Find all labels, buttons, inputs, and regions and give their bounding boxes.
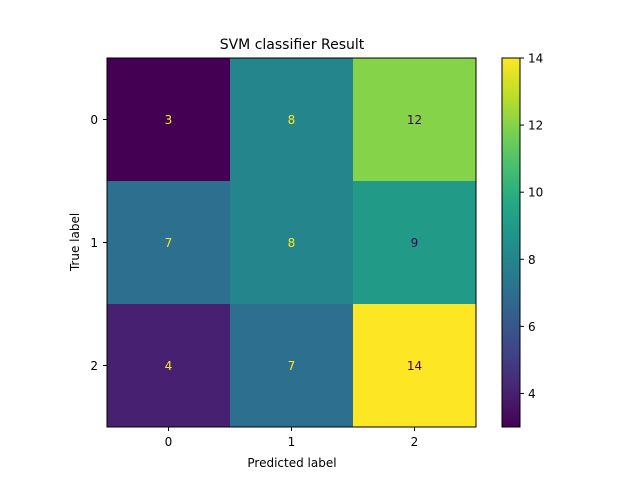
heatmap-cell [230, 181, 354, 305]
heatmap-cell [353, 304, 477, 428]
colorbar-tick-label: 6 [528, 320, 536, 334]
colorbar-tick-label: 4 [528, 387, 536, 401]
cell-value-label: 8 [288, 113, 296, 127]
colorbar-tick-label: 12 [528, 119, 543, 133]
heatmap-cell [230, 304, 354, 428]
y-tick-label: 1 [90, 236, 98, 250]
colorbar-tick-label: 8 [528, 253, 536, 267]
chart-title: SVM classifier Result [220, 37, 365, 53]
y-tick-label: 0 [90, 113, 98, 127]
x-axis-label: Predicted label [247, 456, 336, 470]
cell-value-label: 12 [407, 113, 422, 127]
cell-value-label: 4 [165, 359, 173, 373]
cell-value-label: 3 [165, 113, 173, 127]
heatmap-cell [107, 181, 231, 305]
colorbar-tick-label: 10 [528, 186, 543, 200]
colorbar-gradient [501, 57, 521, 428]
x-tick-label: 1 [288, 435, 296, 449]
colorbar: 4 6 8 10 12 14 [501, 52, 543, 428]
heatmap-cell [353, 58, 477, 182]
heatmap-cell [353, 181, 477, 305]
cell-value-label: 9 [411, 236, 419, 250]
x-tick-label: 0 [165, 435, 173, 449]
heatmap-cell [107, 304, 231, 428]
heatmap-cell [107, 58, 231, 182]
x-tick-label: 2 [411, 435, 419, 449]
cell-value-label: 14 [407, 359, 422, 373]
y-axis-label: True label [68, 213, 82, 272]
cell-labels: 3 8 12 7 8 9 4 7 14 [165, 113, 422, 373]
heatmap-cell [230, 58, 354, 182]
heatmap-cells [107, 58, 477, 428]
x-axis: 0 1 2 [165, 427, 419, 449]
cell-value-label: 7 [165, 236, 173, 250]
colorbar-tick-label: 14 [528, 52, 543, 66]
cell-value-label: 8 [288, 236, 296, 250]
cell-value-label: 7 [288, 359, 296, 373]
y-tick-label: 2 [90, 359, 98, 373]
y-axis: 0 1 2 [90, 113, 107, 373]
